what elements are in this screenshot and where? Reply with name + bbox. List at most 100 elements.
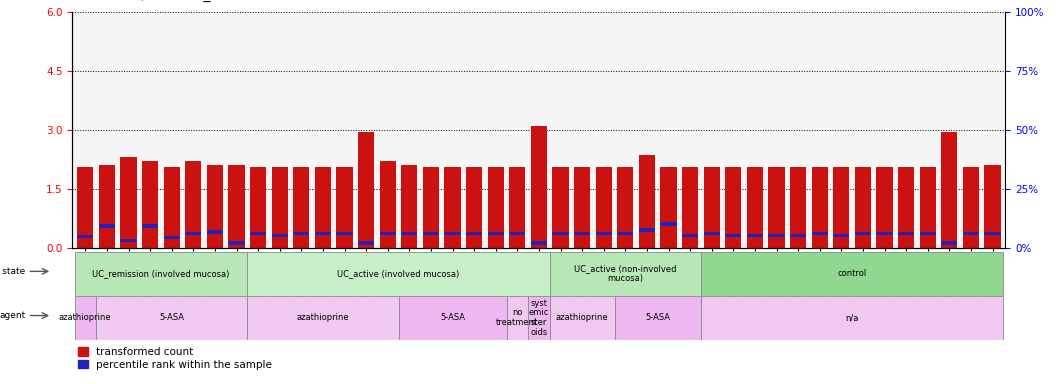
Text: disease state: disease state <box>0 267 26 276</box>
Bar <box>701 296 1003 340</box>
Bar <box>120 157 136 248</box>
Bar <box>615 296 701 340</box>
Bar <box>531 126 547 248</box>
Bar <box>833 234 849 237</box>
Bar <box>768 234 784 237</box>
Bar <box>833 167 849 248</box>
Bar <box>164 236 180 239</box>
Text: 5-ASA: 5-ASA <box>440 313 465 322</box>
Bar <box>358 242 375 245</box>
Bar <box>510 232 526 235</box>
Bar <box>550 252 701 296</box>
Text: UC_remission (involved mucosa): UC_remission (involved mucosa) <box>93 269 230 278</box>
Bar <box>74 252 247 296</box>
Bar <box>963 167 979 248</box>
Bar <box>984 165 1000 248</box>
Text: 5-ASA: 5-ASA <box>160 313 184 322</box>
Bar <box>617 167 633 248</box>
Text: agent: agent <box>0 311 26 320</box>
Bar <box>142 225 159 228</box>
Bar <box>96 296 247 340</box>
Bar <box>661 222 677 226</box>
Bar <box>315 167 331 248</box>
Text: azathioprine: azathioprine <box>555 313 609 322</box>
Bar <box>422 232 439 235</box>
Bar <box>206 165 223 248</box>
Bar <box>789 234 807 237</box>
Text: UC_active (involved mucosa): UC_active (involved mucosa) <box>337 269 460 278</box>
Bar <box>506 296 528 340</box>
Bar <box>682 167 698 248</box>
Bar <box>617 232 633 235</box>
Text: control: control <box>837 269 867 278</box>
Bar <box>380 232 396 235</box>
Bar <box>336 232 352 235</box>
Bar <box>487 167 504 248</box>
Bar <box>120 239 136 242</box>
Bar <box>701 252 1003 296</box>
Bar <box>466 232 482 235</box>
Bar <box>271 234 288 237</box>
Bar <box>185 161 201 248</box>
Text: azathioprine: azathioprine <box>59 313 112 322</box>
Bar <box>942 132 958 248</box>
Bar <box>250 167 266 248</box>
Bar <box>142 161 159 248</box>
Bar <box>682 234 698 237</box>
Bar <box>552 167 568 248</box>
Bar <box>789 167 807 248</box>
Bar <box>74 296 96 340</box>
Bar <box>550 296 615 340</box>
Bar <box>528 296 550 340</box>
Bar <box>206 230 223 233</box>
Bar <box>768 167 784 248</box>
Text: syst
emic
ster
oids: syst emic ster oids <box>529 299 549 337</box>
Bar <box>573 167 591 248</box>
Bar <box>854 232 871 235</box>
Bar <box>185 232 201 235</box>
Bar <box>401 165 417 248</box>
Bar <box>703 232 720 235</box>
Bar <box>596 232 612 235</box>
Bar <box>358 132 375 248</box>
Text: n/a: n/a <box>846 313 859 322</box>
Bar <box>531 242 547 245</box>
Bar <box>336 167 352 248</box>
Bar <box>638 228 655 232</box>
Bar <box>661 167 677 248</box>
Bar <box>250 232 266 235</box>
Bar <box>638 155 655 248</box>
Bar <box>99 225 115 228</box>
Text: GDS4365 / 207389_at: GDS4365 / 207389_at <box>72 0 225 2</box>
Bar <box>703 167 720 248</box>
Bar <box>984 232 1000 235</box>
Bar <box>164 167 180 248</box>
Bar <box>78 235 94 238</box>
Bar <box>812 232 828 235</box>
Bar <box>294 167 310 248</box>
Bar <box>229 165 245 248</box>
Bar <box>898 167 914 248</box>
Bar <box>315 232 331 235</box>
Bar <box>552 232 568 235</box>
Bar <box>78 167 94 248</box>
Bar <box>247 296 399 340</box>
Text: azathioprine: azathioprine <box>297 313 349 322</box>
Bar <box>229 242 245 245</box>
Bar <box>919 232 936 235</box>
Bar <box>401 232 417 235</box>
Bar <box>294 232 310 235</box>
Bar <box>854 167 871 248</box>
Bar <box>877 232 893 235</box>
Bar <box>898 232 914 235</box>
Text: UC_active (non-involved
mucosa): UC_active (non-involved mucosa) <box>575 264 677 283</box>
Bar <box>487 232 504 235</box>
Bar <box>747 234 763 237</box>
Bar <box>747 167 763 248</box>
Bar <box>812 167 828 248</box>
Bar <box>247 252 550 296</box>
Bar <box>877 167 893 248</box>
Bar <box>422 167 439 248</box>
Text: 5-ASA: 5-ASA <box>645 313 670 322</box>
Bar <box>99 165 115 248</box>
